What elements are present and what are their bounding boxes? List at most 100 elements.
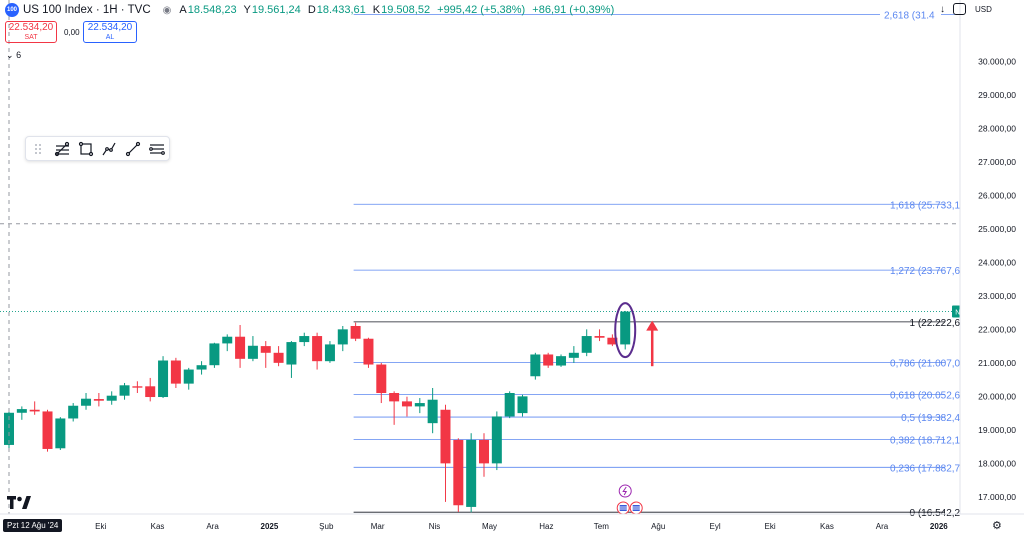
crosshair-date-badge: Pzt 12 Ağu '24 <box>3 519 63 532</box>
candle-body[interactable] <box>401 401 412 407</box>
candle-body[interactable] <box>196 365 207 370</box>
candle-body[interactable] <box>324 344 335 362</box>
indicators-collapse-button[interactable]: ⌄ 6 <box>6 50 21 61</box>
ohlc-readout: A18.548,23 Y19.561,24 D18.433,61 K19.508… <box>179 4 618 16</box>
fib-level-label: 1 (22.222,61) <box>910 318 970 329</box>
candle-body[interactable] <box>568 352 579 358</box>
settings-gear-icon[interactable]: ⚙ <box>992 520 1002 532</box>
candle-body[interactable] <box>453 439 464 506</box>
close-value: 19.508,52 <box>381 4 431 16</box>
candle-body[interactable] <box>145 386 156 398</box>
candle-body[interactable] <box>517 396 528 414</box>
y-tick-label: 17.000,00 <box>978 492 1016 502</box>
candle-body[interactable] <box>594 336 605 338</box>
chevron-down-icon: ⌄ <box>6 50 14 60</box>
candle-body[interactable] <box>427 399 438 424</box>
x-tick-label: Eki <box>765 522 776 531</box>
candle-body[interactable] <box>530 354 541 377</box>
fib-channel-tool-icon[interactable] <box>145 138 169 160</box>
candle-body[interactable] <box>440 409 451 464</box>
buy-button[interactable]: 22.534,20 AL <box>83 21 137 43</box>
fib-level-label: 0,382 (18.712,12) <box>890 436 969 447</box>
candle-body[interactable] <box>389 393 400 402</box>
candle-body[interactable] <box>260 346 271 353</box>
x-tick-label: Haz <box>539 522 553 531</box>
candle-body[interactable] <box>350 325 361 339</box>
candle-body[interactable] <box>543 354 554 366</box>
candle-body[interactable] <box>81 398 92 406</box>
candle-body[interactable] <box>42 411 53 449</box>
trend-line-tool-icon[interactable] <box>121 138 145 160</box>
candle-body[interactable] <box>286 342 297 365</box>
currency-label[interactable]: USD <box>975 4 992 14</box>
candle-body[interactable] <box>466 439 477 507</box>
candle-body[interactable] <box>68 405 79 419</box>
candle-body[interactable] <box>376 364 387 394</box>
drag-handle-icon[interactable] <box>26 138 50 160</box>
candle-body[interactable] <box>55 418 66 449</box>
y-tick-label: 20.000,00 <box>978 391 1016 401</box>
candle-body[interactable] <box>209 343 220 366</box>
candle-body[interactable] <box>337 329 348 345</box>
candle-body[interactable] <box>478 439 489 464</box>
candle-body[interactable] <box>363 338 374 365</box>
sell-button[interactable]: 22.534,20 SAT <box>5 21 57 43</box>
y-tick-label: 30.000,00 <box>978 56 1016 66</box>
candle-body[interactable] <box>607 337 618 345</box>
fib-level-label: 1,618 (25.733,10) <box>890 200 969 211</box>
candle-body[interactable] <box>504 393 515 417</box>
sell-label: SAT <box>24 34 38 41</box>
x-tick-label: Şub <box>319 522 334 531</box>
top-right-controls: ↓ USD <box>940 3 992 15</box>
candle-body[interactable] <box>106 395 117 401</box>
candle-body[interactable] <box>29 409 40 412</box>
candle-body[interactable] <box>273 352 284 363</box>
candle-body[interactable] <box>170 360 181 384</box>
candle-body[interactable] <box>299 336 310 343</box>
candle-body[interactable] <box>247 345 258 359</box>
x-tick-label: Ara <box>206 522 219 531</box>
path-tool-icon[interactable] <box>97 138 121 160</box>
indicators-count: 6 <box>16 50 22 60</box>
fib-level-label: 1,272 (23.767,68) <box>890 266 969 277</box>
candle-body[interactable] <box>491 416 502 464</box>
candle-body[interactable] <box>556 356 567 366</box>
candle-body[interactable] <box>4 412 14 445</box>
candle-body[interactable] <box>93 399 104 401</box>
y-tick-label: 22.000,00 <box>978 324 1016 334</box>
up-arrow-head[interactable] <box>646 320 659 331</box>
candle-body[interactable] <box>414 403 425 407</box>
screenshot-icon[interactable] <box>953 3 966 15</box>
candle-body[interactable] <box>235 336 246 359</box>
fib-retracement-tool-icon[interactable] <box>50 138 74 160</box>
rectangle-tool-icon[interactable] <box>74 138 98 160</box>
flag-field <box>632 505 640 511</box>
visibility-eye-icon[interactable]: ◉ <box>162 4 172 16</box>
candle-body[interactable] <box>581 336 592 353</box>
x-tick-label: Kas <box>151 522 165 531</box>
candle-body[interactable] <box>16 409 27 413</box>
x-tick-label: Eyl <box>710 522 721 531</box>
highlight-ellipse[interactable] <box>614 302 637 359</box>
x-tick-label: Nis <box>429 522 441 531</box>
y-tick-label: 25.000,00 <box>978 224 1016 234</box>
symbol-title[interactable]: US 100 Index · 1H · TVC <box>23 4 151 16</box>
y-tick-label: 19.000,00 <box>978 425 1016 435</box>
fib-level-label: 0,236 (17.882,78) <box>890 463 969 474</box>
y-tick-label: 24.000,00 <box>978 257 1016 267</box>
arrow-down-icon[interactable]: ↓ <box>940 3 945 15</box>
chart-header: 100 US 100 Index · 1H · TVC ◉ A18.548,23… <box>0 0 618 20</box>
high-value: 19.561,24 <box>251 4 301 16</box>
candle-body[interactable] <box>620 311 631 345</box>
x-tick-label: Ara <box>876 522 889 531</box>
candle-body[interactable] <box>222 336 233 344</box>
candle-body[interactable] <box>158 360 169 398</box>
candle-body[interactable] <box>183 369 194 384</box>
y-tick-label: 28.000,00 <box>978 123 1016 133</box>
price-axis[interactable] <box>960 0 1024 536</box>
candle-body[interactable] <box>312 336 323 362</box>
fib-level-label: 0,618 (20.052,69) <box>890 391 969 402</box>
candle-body[interactable] <box>132 386 143 388</box>
candle-body[interactable] <box>119 385 130 396</box>
